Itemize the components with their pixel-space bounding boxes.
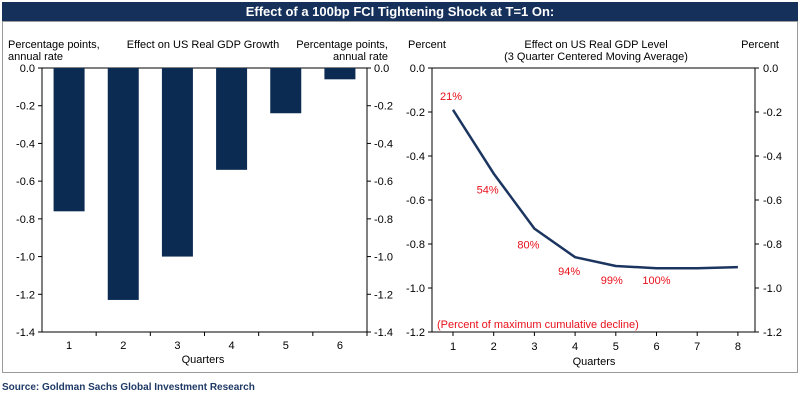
left-xtick-label: 1 <box>66 340 72 352</box>
right-ytick-label-right: -0.6 <box>763 195 782 207</box>
chart-frame <box>2 21 798 373</box>
left-ytick-label-left: 0.0 <box>20 63 35 75</box>
right-xtick-label: 8 <box>735 341 741 353</box>
right-ytick-label-right: -0.8 <box>763 239 782 251</box>
right-xtick-label: 1 <box>450 341 456 353</box>
right-point-label: 54% <box>477 185 499 197</box>
right-ytick-label-left: -0.8 <box>406 239 425 251</box>
right-point-label: 80% <box>517 240 539 252</box>
left-bar <box>270 68 302 114</box>
right-point-label: 100% <box>642 275 670 287</box>
left-xtick-label: 2 <box>120 340 126 352</box>
right-ytick-label-right: -0.2 <box>763 107 782 119</box>
left-bar <box>107 68 139 300</box>
right-ytick-label-left: -0.6 <box>406 195 425 207</box>
left-bar <box>324 68 356 80</box>
right-xtick-label: 4 <box>572 341 578 353</box>
right-ytick-label-right: -0.4 <box>763 151 782 163</box>
right-point-label: 94% <box>558 266 580 278</box>
left-ytick-label-right: -0.6 <box>374 176 393 188</box>
right-chart-title: Effect on US Real GDP Level <box>524 39 667 51</box>
right-chart-unit-left: Percent <box>408 39 446 51</box>
left-chart-title: Effect on US Real GDP Growth <box>127 39 279 51</box>
left-ytick-label-right: 0.0 <box>374 63 389 75</box>
right-ytick-label-left: -0.2 <box>406 107 425 119</box>
left-ytick-label-left: -1.4 <box>16 327 35 339</box>
right-ytick-label-left: -1.2 <box>406 327 425 339</box>
left-ytick-label-left: -1.2 <box>16 289 35 301</box>
right-ytick-label-left: -1.0 <box>406 283 425 295</box>
right-xtick-label: 7 <box>694 341 700 353</box>
left-chart-unit-right-l2: annual rate <box>333 51 388 63</box>
left-bar <box>53 68 85 212</box>
chart-title-bar: Effect of a 100bp FCI Tightening Shock a… <box>2 2 798 21</box>
left-ytick-label-right: -1.4 <box>374 327 393 339</box>
left-chart-unit-right-l1: Percentage points, <box>296 39 388 51</box>
left-plot-area: 0.0 0.0 -0.2 -0.2 -0.4 -0.4 -0.6 -0.6 -0.8 -0.8 -1… <box>16 63 393 352</box>
right-chart-unit-right: Percent <box>741 39 779 51</box>
left-xtick-label: 3 <box>174 340 180 352</box>
right-xtick-label: 6 <box>653 341 659 353</box>
left-bar <box>216 68 248 170</box>
left-ytick-label-left: -0.4 <box>16 138 35 150</box>
left-xtick-label: 4 <box>229 340 235 352</box>
right-ytick-label-right: -1.0 <box>763 283 782 295</box>
left-bar <box>161 68 193 257</box>
left-ytick-label-left: -0.8 <box>16 214 35 226</box>
left-chart-xlabel: Quarters <box>182 354 225 366</box>
right-chart-annotation: (Percent of maximum cumulative decline) <box>437 319 639 331</box>
left-ytick-label-right: -0.8 <box>374 214 393 226</box>
left-ytick-label-left: -1.0 <box>16 252 35 264</box>
right-chart-subtitle: (3 Quarter Centered Moving Average) <box>504 51 688 63</box>
right-xtick-label: 5 <box>613 341 619 353</box>
right-ytick-label-left: 0.0 <box>410 63 425 75</box>
right-xtick-label: 3 <box>531 341 537 353</box>
left-ytick-label-right: -0.2 <box>374 101 393 113</box>
left-xtick-label: 6 <box>337 340 343 352</box>
right-ytick-label-left: -0.4 <box>406 151 425 163</box>
left-chart-unit-left-l1: Percentage points, <box>8 39 100 51</box>
right-point-label: 99% <box>601 275 623 287</box>
right-ytick-label-right: 0.0 <box>763 63 778 75</box>
right-chart-xlabel: Quarters <box>573 356 616 368</box>
right-series-line <box>451 109 738 270</box>
right-ytick-label-right: -1.2 <box>763 327 782 339</box>
right-xtick-label: 2 <box>491 341 497 353</box>
left-ytick-label-left: -0.2 <box>16 101 35 113</box>
right-point-label: 21% <box>440 91 462 103</box>
left-chart-unit-left-l2: annual rate <box>8 51 63 63</box>
source-note: Source: Goldman Sachs Global Investment … <box>2 382 255 393</box>
left-xtick-label: 5 <box>283 340 289 352</box>
left-ytick-label-right: -1.2 <box>374 289 393 301</box>
right-plot-area: 0.0 0.0 -0.2 -0.2 -0.4 -0.4 -0.6 -0.6 -0.8 -0.8 -1… <box>406 63 782 353</box>
left-ytick-label-right: -0.4 <box>374 138 393 150</box>
left-ytick-label-left: -0.6 <box>16 176 35 188</box>
left-ytick-label-right: -1.0 <box>374 252 393 264</box>
